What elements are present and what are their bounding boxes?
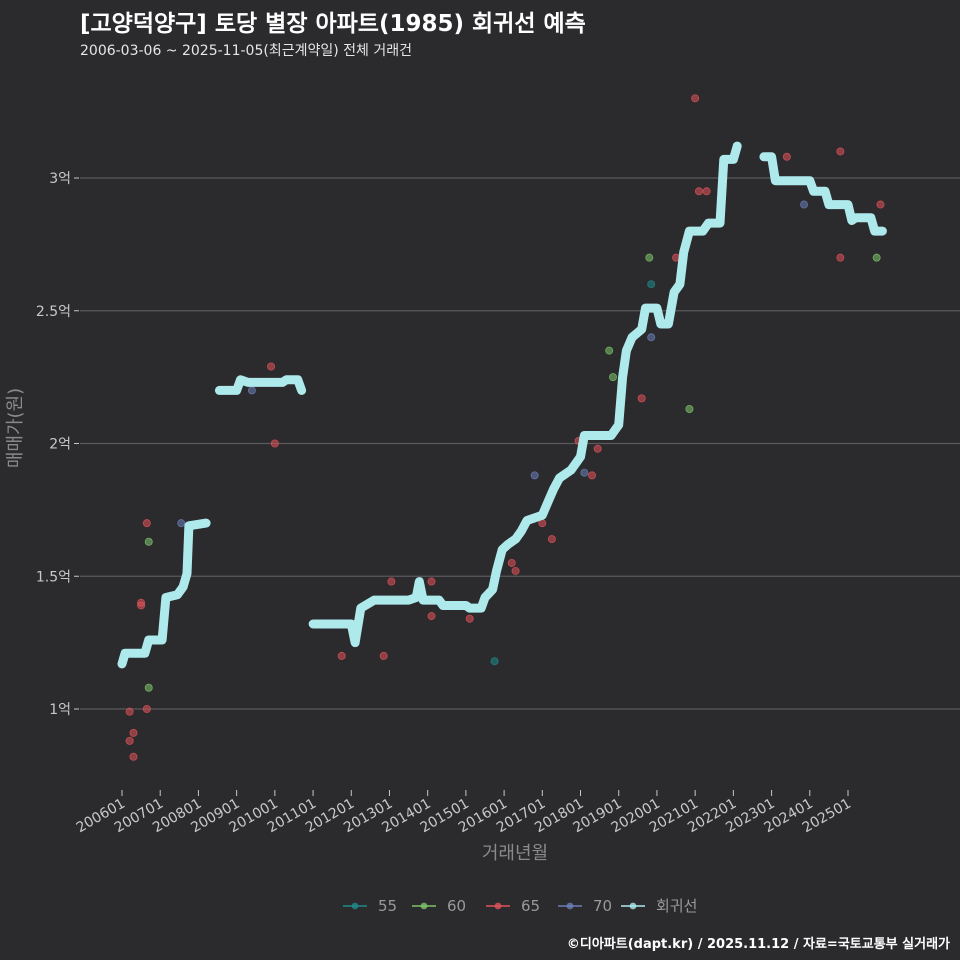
data-point-65	[337, 651, 346, 660]
data-point-65	[427, 612, 436, 621]
y-tick-label: 1.5억	[36, 569, 71, 585]
data-point-65	[129, 752, 138, 761]
data-point-70	[580, 468, 589, 477]
data-point-65	[836, 147, 845, 156]
data-point-60	[144, 537, 153, 546]
data-point-70	[177, 519, 186, 528]
legend-item-70[interactable]: 70	[558, 897, 612, 915]
chart-title: [고양덕양구] 토당 별장 아파트(1985) 회귀선 예측	[80, 11, 586, 37]
data-point-65	[836, 253, 845, 262]
data-point-65	[507, 558, 516, 567]
regression-segment	[308, 141, 742, 648]
data-point-65	[702, 187, 711, 196]
data-point-60	[685, 404, 694, 413]
legend-label: 70	[593, 897, 612, 915]
data-point-65	[593, 444, 602, 453]
legend-key-dot	[420, 902, 428, 910]
data-points	[125, 94, 885, 761]
data-point-65	[691, 94, 700, 103]
legend-key-dot	[566, 902, 574, 910]
legend-label: 55	[378, 897, 397, 915]
legend-label: 65	[521, 897, 540, 915]
data-point-65	[142, 705, 151, 714]
data-point-65	[387, 577, 396, 586]
y-tick-label: 2.5억	[36, 304, 71, 320]
legend-item-65[interactable]: 65	[486, 897, 540, 915]
data-point-70	[647, 333, 656, 342]
legend-key-dot	[629, 902, 637, 910]
legend-label: 회귀선	[656, 897, 697, 915]
data-point-65	[782, 152, 791, 161]
data-point-65	[511, 566, 520, 575]
data-point-60	[144, 683, 153, 692]
data-point-65	[129, 728, 138, 737]
legend-item-회귀선[interactable]: 회귀선	[621, 897, 697, 915]
data-point-65	[587, 471, 596, 480]
data-point-65	[547, 535, 556, 544]
legend[interactable]: 55 60 65 70 회귀선	[343, 897, 697, 915]
y-tick-label: 3억	[49, 171, 71, 187]
regression-line	[117, 141, 887, 669]
data-point-65	[142, 519, 151, 528]
legend-item-60[interactable]: 60	[412, 897, 466, 915]
legend-key-dot	[494, 902, 502, 910]
data-point-60	[609, 373, 618, 382]
chart-caption: ©디아파트(dapt.kr) / 2025.11.12 / 자료=국토교통부 실…	[566, 937, 950, 952]
data-point-65	[465, 614, 474, 623]
data-point-65	[137, 601, 146, 610]
data-point-65	[267, 362, 276, 371]
legend-key-dot	[351, 902, 359, 910]
regression-segment	[759, 152, 887, 236]
data-point-65	[125, 736, 134, 745]
data-point-55	[647, 280, 656, 289]
y-tick-label: 1억	[49, 702, 71, 718]
legend-item-55[interactable]: 55	[343, 897, 397, 915]
data-point-65	[876, 200, 885, 209]
regression-segment	[214, 375, 307, 395]
regression-segment	[117, 518, 211, 669]
data-point-65	[270, 439, 279, 448]
data-point-70	[530, 471, 539, 480]
data-point-65	[379, 651, 388, 660]
chart-subtitle: 2006-03-06 ~ 2025-11-05(최근계약일) 전체 거래건	[80, 43, 412, 59]
legend-label: 60	[447, 897, 466, 915]
grid-layer	[80, 177, 960, 710]
data-point-65	[427, 577, 436, 586]
data-point-65	[637, 394, 646, 403]
data-point-65	[694, 187, 703, 196]
y-axis-title: 매매가(원)	[5, 388, 26, 468]
x-axis: 2006012007012008012009012010012011012012…	[74, 790, 854, 836]
data-point-60	[605, 346, 614, 355]
data-point-70	[247, 386, 256, 395]
y-axis: 1억 1.5억 2억 2.5억 3억	[36, 171, 79, 718]
data-point-60	[645, 253, 654, 262]
data-point-60	[872, 253, 881, 262]
data-point-55	[490, 657, 499, 666]
x-axis-title: 거래년월	[482, 843, 548, 864]
data-point-70	[800, 200, 809, 209]
y-tick-label: 2억	[49, 437, 71, 453]
data-point-65	[125, 707, 134, 716]
